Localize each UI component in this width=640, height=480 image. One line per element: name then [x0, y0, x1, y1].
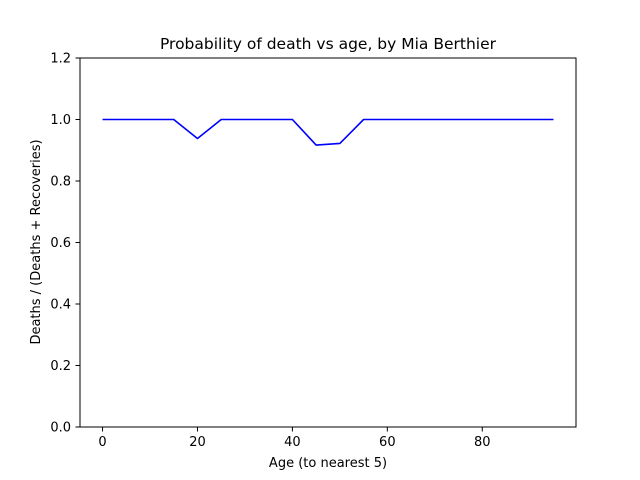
x-tick-label: 60 [379, 435, 396, 450]
y-tick-label: 1.0 [50, 113, 71, 128]
x-tick-label: 0 [98, 435, 106, 450]
series-line-0 [102, 118, 554, 146]
x-axis-label: Age (to nearest 5) [269, 456, 387, 471]
y-tick-label: 0.0 [50, 421, 71, 436]
y-tick-label: 0.4 [50, 298, 71, 313]
y-axis-label: Deaths / (Deaths + Recoveries) [29, 139, 44, 344]
x-axis-ticks: 0 20 40 60 80 [98, 427, 491, 450]
x-tick-label: 80 [474, 435, 491, 450]
y-tick-label: 0.8 [50, 175, 71, 190]
chart-title: Probability of death vs age, by Mia Bert… [160, 35, 497, 53]
y-axis-ticks: 0.0 0.2 0.4 0.6 0.8 1.0 1.2 [50, 52, 80, 436]
y-tick-label: 0.2 [50, 359, 71, 374]
x-tick-label: 20 [189, 435, 206, 450]
plot-frame [79, 57, 577, 428]
plot-area [79, 57, 577, 428]
y-tick-label: 1.2 [50, 52, 71, 67]
y-tick-label: 0.6 [50, 236, 71, 251]
x-tick-label: 40 [284, 435, 301, 450]
